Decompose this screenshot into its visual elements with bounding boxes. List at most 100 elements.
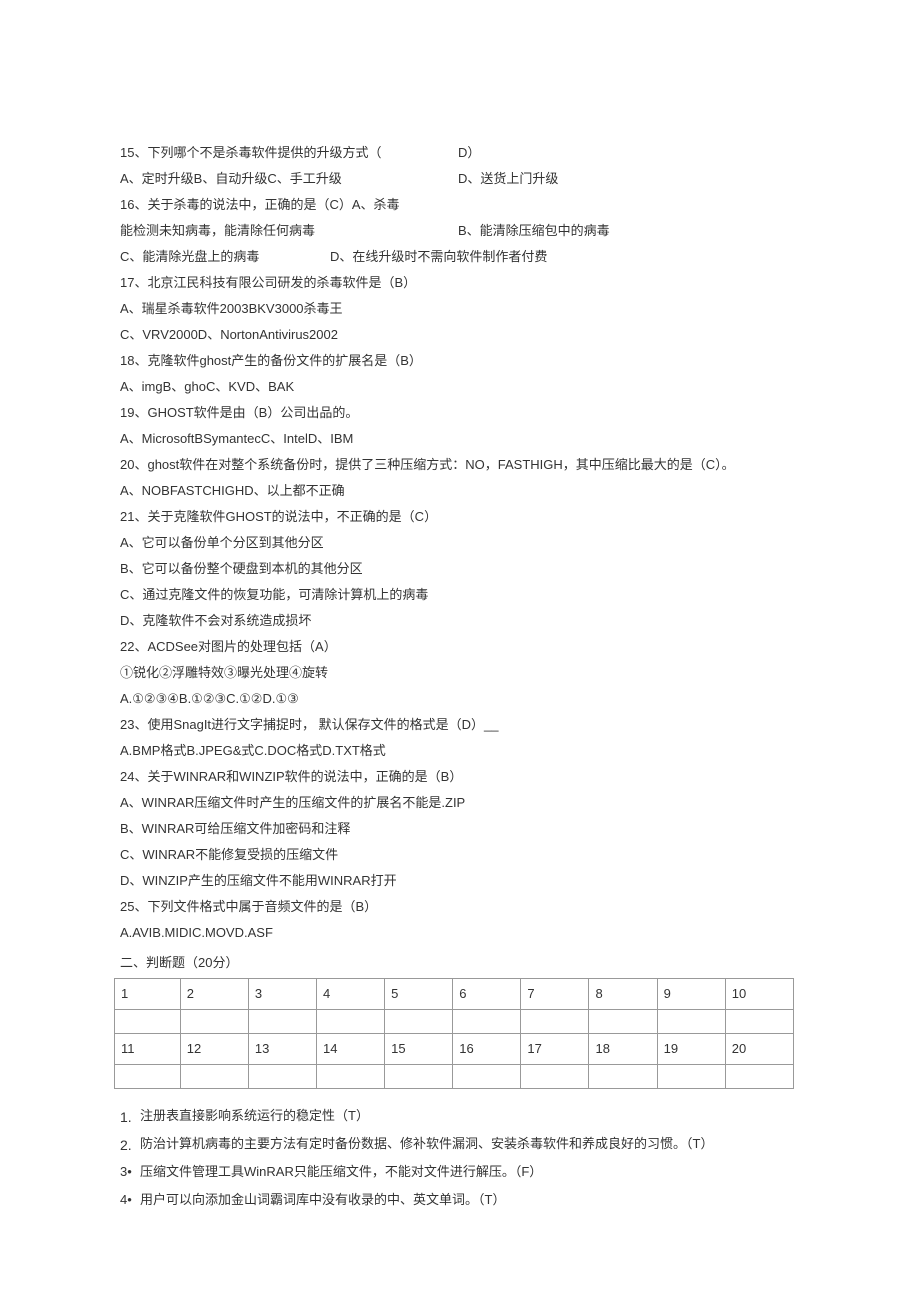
tf-item-4: 4• 用户可以向添加金山词霸词库中没有收录的中、英文单词。（T）	[120, 1187, 800, 1213]
grid-cell: 12	[180, 1034, 248, 1065]
grid-cell	[657, 1010, 725, 1034]
tf-item-2: 2. 防治计算机病毒的主要方法有定时备份数据、修补软件漏洞、安装杀毒软件和养成良…	[120, 1131, 800, 1157]
q15-stem: 15、下列哪个不是杀毒软件提供的升级方式（	[120, 145, 381, 160]
tf-num: 3•	[120, 1159, 132, 1185]
grid-cell	[180, 1065, 248, 1089]
grid-cell: 4	[316, 979, 384, 1010]
q25-stem: 25、下列文件格式中属于音频文件的是（B）	[120, 894, 800, 920]
grid-cell: 2	[180, 979, 248, 1010]
table-row	[115, 1065, 794, 1089]
grid-cell	[316, 1065, 384, 1089]
grid-cell	[115, 1065, 181, 1089]
q15-stem-row: 15、下列哪个不是杀毒软件提供的升级方式（ D）	[120, 140, 800, 166]
grid-cell: 6	[453, 979, 521, 1010]
grid-cell: 11	[115, 1034, 181, 1065]
q19-opts: A、MicrosoftBSymantecC、IntelD、IBM	[120, 426, 800, 452]
grid-cell: 1	[115, 979, 181, 1010]
grid-cell	[248, 1010, 316, 1034]
grid-cell: 20	[725, 1034, 793, 1065]
q19: 19、GHOST软件是由（B）公司出品的。 A、MicrosoftBSymant…	[120, 400, 800, 452]
grid-cell	[180, 1010, 248, 1034]
grid-cell: 9	[657, 979, 725, 1010]
grid-cell	[521, 1010, 589, 1034]
grid-cell: 17	[521, 1034, 589, 1065]
q24-stem: 24、关于WINRAR和WINZIP软件的说法中，正确的是（B）	[120, 764, 800, 790]
grid-cell	[725, 1065, 793, 1089]
q16-line2: 能检测未知病毒，能清除任何病毒 B、能清除压缩包中的病毒	[120, 218, 800, 244]
q16-line3: C、能清除光盘上的病毒 D、在线升级时不需向软件制作者付费	[120, 244, 800, 270]
q16-line3a: C、能清除光盘上的病毒	[120, 249, 259, 264]
grid-cell: 3	[248, 979, 316, 1010]
q25: 25、下列文件格式中属于音频文件的是（B） A.AVIB.MIDIC.MOVD.…	[120, 894, 800, 946]
q15: 15、下列哪个不是杀毒软件提供的升级方式（ D） A、定时升级B、自动升级C、手…	[120, 140, 800, 192]
q24-d: D、WINZIP产生的压缩文件不能用WINRAR打开	[120, 868, 800, 894]
q20-stem: 20、ghost软件在对整个系统备份时，提供了三种压缩方式：NO，FASTHIG…	[120, 452, 800, 478]
q23-opts: A.BMP格式B.JPEG&式C.DOC格式D.TXT格式	[120, 738, 800, 764]
q16-line1: 16、关于杀毒的说法中，正确的是（C）A、杀毒	[120, 192, 800, 218]
q25-opts: A.AVIB.MIDIC.MOVD.ASF	[120, 920, 800, 946]
tf-text: 用户可以向添加金山词霸词库中没有收录的中、英文单词。（T）	[140, 1192, 505, 1207]
section2-heading: 二、判断题（20分）	[120, 950, 800, 976]
q21-stem: 21、关于克隆软件GHOST的说法中，不正确的是（C）	[120, 504, 800, 530]
q21: 21、关于克隆软件GHOST的说法中，不正确的是（C） A、它可以备份单个分区到…	[120, 504, 800, 634]
tf-num: 4•	[120, 1187, 132, 1213]
tf-num: 1.	[120, 1103, 132, 1131]
q18: 18、克隆软件ghost产生的备份文件的扩展名是（B） A、imgB、ghoC、…	[120, 348, 800, 400]
table-row: 11 12 13 14 15 16 17 18 19 20	[115, 1034, 794, 1065]
q20-opts: A、NOBFASTCHIGHD、以上都不正确	[120, 478, 800, 504]
grid-cell	[385, 1010, 453, 1034]
grid-cell: 10	[725, 979, 793, 1010]
tf-text: 注册表直接影响系统运行的稳定性（T）	[140, 1108, 369, 1123]
grid-cell: 16	[453, 1034, 521, 1065]
tf-list: 1. 注册表直接影响系统运行的稳定性（T） 2. 防治计算机病毒的主要方法有定时…	[120, 1103, 800, 1213]
grid-cell: 14	[316, 1034, 384, 1065]
q24-b: B、WINRAR可给压缩文件加密码和注释	[120, 816, 800, 842]
q24-a: A、WINRAR压缩文件时产生的压缩文件的扩展名不能是.ZIP	[120, 790, 800, 816]
q15-opts-row: A、定时升级B、自动升级C、手工升级 D、送货上门升级	[120, 166, 800, 192]
tf-text: 压缩文件管理工具WinRAR只能压缩文件，不能对文件进行解压。（F）	[140, 1164, 542, 1179]
q24: 24、关于WINRAR和WINZIP软件的说法中，正确的是（B） A、WINRA…	[120, 764, 800, 894]
grid-cell: 5	[385, 979, 453, 1010]
q19-stem: 19、GHOST软件是由（B）公司出品的。	[120, 400, 800, 426]
grid-cell	[589, 1010, 657, 1034]
q23: 23、使用SnagIt进行文字捕捉时， 默认保存文件的格式是（D）__ A.BM…	[120, 712, 800, 764]
q22-opts: A.①②③④B.①②③C.①②D.①③	[120, 686, 800, 712]
q23-stem: 23、使用SnagIt进行文字捕捉时， 默认保存文件的格式是（D）__	[120, 712, 800, 738]
tf-item-3: 3• 压缩文件管理工具WinRAR只能压缩文件，不能对文件进行解压。（F）	[120, 1159, 800, 1185]
q17-stem: 17、北京江民科技有限公司研发的杀毒软件是（B）	[120, 270, 800, 296]
grid-cell	[453, 1010, 521, 1034]
grid-cell	[248, 1065, 316, 1089]
q21-a: A、它可以备份单个分区到其他分区	[120, 530, 800, 556]
q17-opt-c: C、VRV2000D、NortonAntivirus2002	[120, 322, 800, 348]
q15-answer: D）	[458, 140, 480, 166]
grid-cell: 7	[521, 979, 589, 1010]
grid-cell	[657, 1065, 725, 1089]
q18-opts: A、imgB、ghoC、KVD、BAK	[120, 374, 800, 400]
table-row: 1 2 3 4 5 6 7 8 9 10	[115, 979, 794, 1010]
grid-cell: 13	[248, 1034, 316, 1065]
q20: 20、ghost软件在对整个系统备份时，提供了三种压缩方式：NO，FASTHIG…	[120, 452, 800, 504]
q16-line2b: B、能清除压缩包中的病毒	[458, 218, 610, 244]
answer-grid: 1 2 3 4 5 6 7 8 9 10 11 12 13 14 15 16 1…	[114, 978, 794, 1089]
q15-opt-d: D、送货上门升级	[458, 166, 558, 192]
grid-cell: 18	[589, 1034, 657, 1065]
grid-cell	[115, 1010, 181, 1034]
grid-cell	[316, 1010, 384, 1034]
q21-c: C、通过克隆文件的恢复功能，可清除计算机上的病毒	[120, 582, 800, 608]
q22: 22、ACDSee对图片的处理包括（A） ①锐化②浮雕特效③曝光处理④旋转 A.…	[120, 634, 800, 712]
grid-cell	[453, 1065, 521, 1089]
grid-cell	[385, 1065, 453, 1089]
q16-line2a: 能检测未知病毒，能清除任何病毒	[120, 223, 315, 238]
grid-cell	[725, 1010, 793, 1034]
q15-opts-abc: A、定时升级B、自动升级C、手工升级	[120, 171, 342, 186]
q22-sub: ①锐化②浮雕特效③曝光处理④旋转	[120, 660, 800, 686]
grid-cell	[521, 1065, 589, 1089]
q21-d: D、克隆软件不会对系统造成损坏	[120, 608, 800, 634]
tf-item-1: 1. 注册表直接影响系统运行的稳定性（T）	[120, 1103, 800, 1129]
tf-text: 防治计算机病毒的主要方法有定时备份数据、修补软件漏洞、安装杀毒软件和养成良好的习…	[140, 1136, 713, 1151]
q17-opt-a: A、瑞星杀毒软件2003BKV3000杀毒王	[120, 296, 800, 322]
q22-stem: 22、ACDSee对图片的处理包括（A）	[120, 634, 800, 660]
q16-line3b: D、在线升级时不需向软件制作者付费	[330, 244, 547, 270]
q18-stem: 18、克隆软件ghost产生的备份文件的扩展名是（B）	[120, 348, 800, 374]
q21-b: B、它可以备份整个硬盘到本机的其他分区	[120, 556, 800, 582]
